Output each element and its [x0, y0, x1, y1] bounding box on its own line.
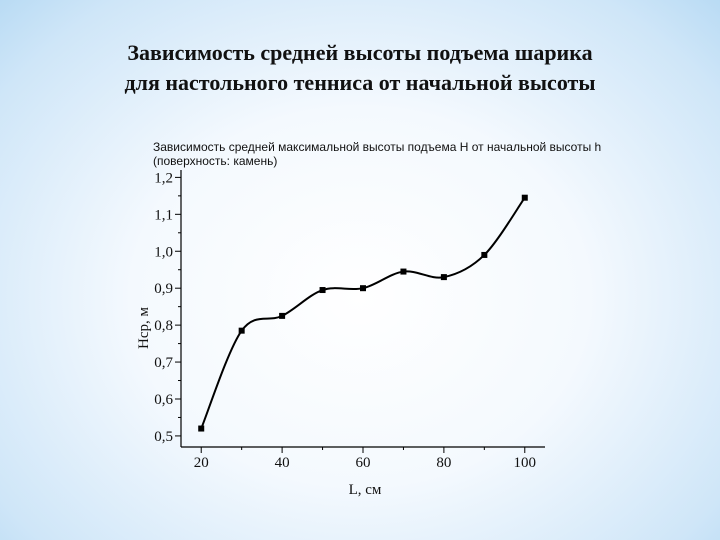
data-markers: [198, 194, 528, 432]
x-tick-label: 80: [436, 455, 451, 471]
tick-labels: 0,5 0,6 0,7 0,8 0,9 1,0 1,1 1,2 20 40 60 80 100: [154, 170, 536, 471]
series-line: [200, 197, 526, 429]
slide-title-line-1: Зависимость средней высоты подъема шарик…: [127, 40, 593, 65]
data-point: [238, 327, 245, 334]
x-axis-label: L, см: [349, 482, 382, 498]
y-tick-label: 0,9: [154, 281, 173, 297]
chart-title: Зависимость средней максимальной высоты …: [153, 140, 601, 154]
y-tick-label: 0,7: [154, 355, 173, 371]
y-tick-label: 0,5: [154, 429, 173, 445]
data-point: [521, 194, 528, 201]
y-axis-label: Hср, м: [136, 307, 152, 349]
data-point: [440, 274, 447, 281]
data-point: [198, 425, 205, 432]
slide-title: Зависимость средней высоты подъема шарик…: [0, 38, 720, 98]
x-tick-label: 20: [194, 455, 209, 471]
y-tick-label: 0,6: [154, 392, 173, 408]
slide-title-line-2: для настольного тенниса от начальной выс…: [124, 70, 596, 95]
x-tick-label: 60: [356, 455, 371, 471]
chart-subtitle: (поверхность: камень): [153, 154, 277, 168]
data-point: [481, 251, 488, 258]
y-tick-label: 1,0: [154, 244, 173, 260]
x-tick-label: 40: [275, 455, 290, 471]
axes: [175, 170, 545, 453]
data-point: [360, 285, 366, 292]
y-tick-label: 1,1: [154, 207, 173, 223]
data-point: [400, 268, 407, 275]
data-point: [319, 287, 326, 294]
x-tick-label: 100: [514, 455, 537, 471]
data-point: [279, 312, 286, 319]
y-tick-label: 0,8: [154, 318, 173, 334]
y-tick-label: 1,2: [154, 170, 173, 186]
